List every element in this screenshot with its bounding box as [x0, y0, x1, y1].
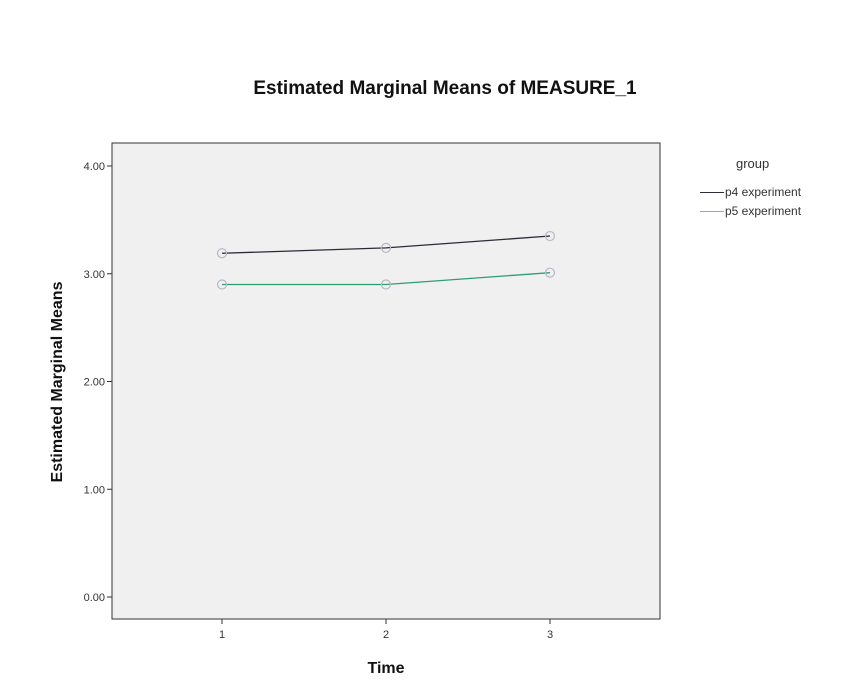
x-tick-label: 3 — [547, 629, 553, 641]
x-axis-title: Time — [367, 660, 405, 677]
y-tick-label: 1.00 — [84, 484, 105, 496]
chart-title: Estimated Marginal Means of MEASURE_1 — [253, 78, 637, 99]
series-point-p5 — [544, 267, 556, 278]
series-line-p4 — [221, 235, 551, 254]
legend-label-p5: p5 experiment — [725, 204, 802, 218]
plot-background — [111, 142, 661, 620]
series-point-p5 — [380, 279, 392, 290]
series-line-p5 — [222, 272, 551, 286]
y-tick-label: 2.00 — [84, 377, 105, 389]
series-point-p4 — [216, 248, 228, 259]
legend-swatch-p4 — [700, 192, 724, 193]
series-point-p5 — [216, 279, 228, 290]
y-tick-label: 4.00 — [84, 161, 105, 173]
legend-swatch-p5 — [700, 211, 724, 212]
y-tick-label: 3.00 — [84, 269, 105, 281]
legend-title: group — [736, 156, 770, 171]
y-tick-label: 0.00 — [84, 592, 105, 604]
series-point-p4 — [380, 242, 392, 253]
series-point-p4 — [544, 230, 556, 242]
legend-label-p4: p4 experiment — [725, 185, 802, 199]
x-tick-label: 2 — [383, 629, 389, 641]
x-tick-label: 1 — [219, 629, 225, 641]
